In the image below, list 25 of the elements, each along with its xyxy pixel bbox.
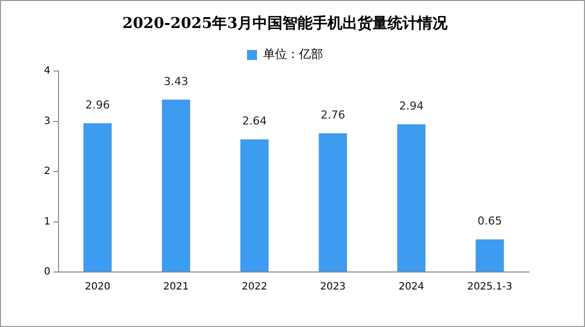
x-tick-label: 2022 bbox=[242, 282, 268, 293]
data-label: 2.94 bbox=[399, 100, 424, 113]
chart-title: 2020-2025年3月中国智能手机出货量统计情况 bbox=[122, 14, 449, 32]
data-label: 2.76 bbox=[320, 108, 346, 122]
bar bbox=[240, 139, 269, 272]
x-tick-label: 2023 bbox=[320, 282, 346, 293]
x-tick-label: 2021 bbox=[163, 282, 189, 293]
y-tick-label: 1 bbox=[44, 216, 50, 228]
bar bbox=[476, 239, 504, 272]
bar bbox=[162, 100, 190, 272]
x-tick-label: 2020 bbox=[84, 282, 110, 293]
y-tick-label: 2 bbox=[44, 166, 50, 178]
x-tick-label: 2024 bbox=[398, 282, 424, 293]
data-label: 2.64 bbox=[242, 114, 267, 128]
x-tick-label: 2025.1-3 bbox=[467, 282, 512, 293]
y-tick-label: 4 bbox=[44, 66, 50, 77]
bar bbox=[83, 123, 112, 272]
y-tick-label: 0 bbox=[44, 266, 50, 278]
data-label: 3.43 bbox=[164, 75, 188, 88]
y-tick-label: 3 bbox=[44, 116, 50, 127]
bar bbox=[397, 124, 426, 272]
data-label: 0.65 bbox=[478, 214, 502, 228]
legend-label: 单位：亿部 bbox=[263, 47, 323, 62]
bar bbox=[318, 133, 348, 272]
data-label: 2.96 bbox=[85, 98, 110, 112]
